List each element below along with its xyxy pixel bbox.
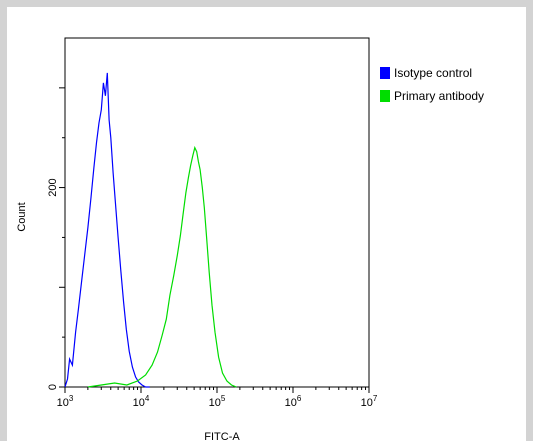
x-tick-label: 105 [209, 394, 226, 409]
legend-swatch-isotype [380, 67, 390, 79]
histogram-chart: 103 104 105 106 107 0 200 FITC-A Count Isotyp… [16, 37, 484, 441]
legend: Isotype control Primary antibody [380, 66, 484, 103]
plot-area-frame [64, 37, 370, 388]
x-axis-title: FITC-A [204, 431, 240, 441]
y-tick-label: 0 [47, 384, 59, 390]
x-tick-label: 103 [57, 394, 74, 409]
x-tick-label: 104 [133, 394, 150, 409]
legend-label-primary: Primary antibody [394, 89, 484, 103]
series-line-isotype-control [64, 72, 150, 388]
series-line-primary-antibody [87, 145, 237, 388]
y-axis-title: Count [16, 202, 28, 231]
x-tick-label: 107 [361, 394, 378, 409]
y-tick-label: 200 [47, 178, 59, 196]
flow-cytometry-figure: 103 104 105 106 107 0 200 FITC-A Count Isotyp… [7, 7, 526, 441]
x-tick-label: 106 [285, 394, 302, 409]
legend-swatch-primary [380, 90, 390, 102]
legend-label-isotype: Isotype control [394, 66, 472, 80]
